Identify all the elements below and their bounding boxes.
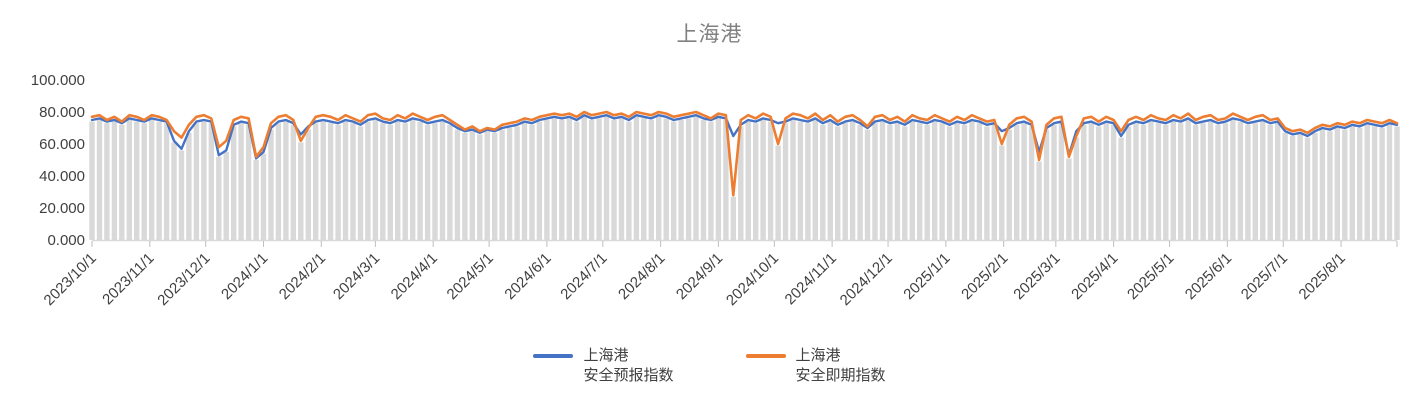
svg-text:2025/3/1: 2025/3/1	[1010, 250, 1063, 303]
svg-text:2025/4/1: 2025/4/1	[1068, 250, 1121, 303]
svg-text:2024/12/1: 2024/12/1	[837, 250, 896, 309]
svg-text:80.000: 80.000	[39, 104, 85, 121]
legend-spot-line2: 安全即期指数	[795, 367, 886, 384]
chart-title: 上海港	[676, 23, 743, 46]
svg-text:0.000: 0.000	[47, 232, 85, 249]
svg-text:2024/9/1: 2024/9/1	[673, 250, 726, 303]
svg-text:20.000: 20.000	[39, 200, 85, 217]
svg-text:2024/5/1: 2024/5/1	[444, 250, 497, 303]
legend-spot-line1: 上海港	[795, 347, 841, 364]
svg-text:2023/11/1: 2023/11/1	[99, 250, 157, 308]
legend-item-spot: 上海港 安全即期指数	[745, 346, 886, 386]
svg-text:2023/12/1: 2023/12/1	[154, 250, 213, 309]
svg-text:2025/5/1: 2025/5/1	[1124, 250, 1177, 303]
legend-forecast-line1: 上海港	[583, 347, 629, 364]
legend-forecast-line2: 安全预报指数	[583, 367, 674, 384]
svg-text:2024/3/1: 2024/3/1	[330, 250, 383, 303]
svg-text:2024/4/1: 2024/4/1	[388, 250, 441, 303]
svg-text:60.000: 60.000	[39, 136, 85, 153]
legend: 上海港 安全预报指数 上海港 安全即期指数	[0, 346, 1419, 386]
svg-text:2024/2/1: 2024/2/1	[276, 250, 329, 303]
spot-line-swatch-icon	[745, 354, 786, 358]
svg-text:2024/8/1: 2024/8/1	[615, 250, 668, 303]
svg-text:2024/11/1: 2024/11/1	[782, 250, 840, 308]
svg-text:40.000: 40.000	[39, 168, 85, 185]
svg-text:2025/7/1: 2025/7/1	[1238, 250, 1291, 303]
svg-text:2025/8/1: 2025/8/1	[1296, 250, 1349, 303]
svg-text:2025/2/1: 2025/2/1	[958, 250, 1011, 303]
svg-text:2025/1/1: 2025/1/1	[900, 250, 953, 303]
svg-text:2024/1/1: 2024/1/1	[218, 250, 271, 303]
legend-item-forecast: 上海港 安全预报指数	[533, 346, 674, 386]
forecast-line-swatch-icon	[533, 354, 574, 358]
svg-text:2024/7/1: 2024/7/1	[557, 250, 610, 303]
svg-text:100.000: 100.000	[31, 72, 85, 89]
svg-text:2024/10/1: 2024/10/1	[723, 250, 782, 309]
svg-text:2023/10/1: 2023/10/1	[41, 250, 100, 309]
svg-text:2025/6/1: 2025/6/1	[1182, 250, 1235, 303]
svg-text:2024/6/1: 2024/6/1	[501, 250, 554, 303]
